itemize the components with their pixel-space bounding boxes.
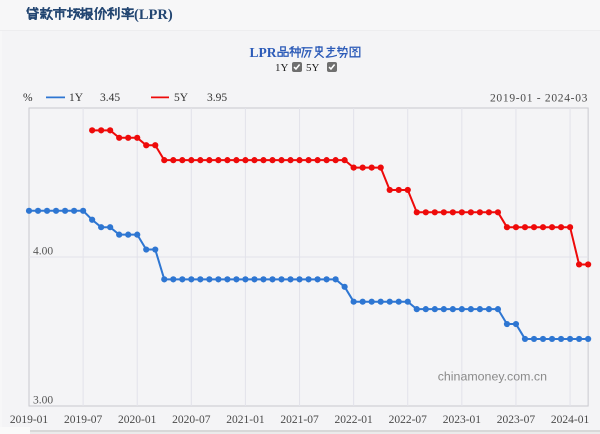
svg-text:2020-01: 2020-01 [118,414,157,426]
svg-text:2022-01: 2022-01 [334,414,373,426]
svg-text:2023-07: 2023-07 [497,414,536,426]
svg-text:1Y: 1Y [69,92,84,104]
svg-text:2023-01: 2023-01 [443,414,482,426]
svg-text:2024-01: 2024-01 [551,414,590,426]
svg-text:4.00: 4.00 [33,246,53,258]
svg-text:3.45: 3.45 [100,92,120,104]
svg-text:2019-01 - 2024-03: 2019-01 - 2024-03 [490,93,588,105]
svg-text:2019-07: 2019-07 [64,414,103,426]
svg-text:2021-07: 2021-07 [280,414,319,426]
svg-text:3.95: 3.95 [207,92,227,104]
svg-text:2022-07: 2022-07 [389,414,428,426]
svg-text:2020-07: 2020-07 [172,414,211,426]
svg-text:3.00: 3.00 [33,395,53,407]
svg-text:5Y: 5Y [174,92,189,104]
svg-text:chinamoney.com.cn: chinamoney.com.cn [438,370,547,384]
svg-text:%: % [23,92,33,104]
svg-text:2021-01: 2021-01 [226,414,265,426]
svg-text:2019-01: 2019-01 [10,414,49,426]
